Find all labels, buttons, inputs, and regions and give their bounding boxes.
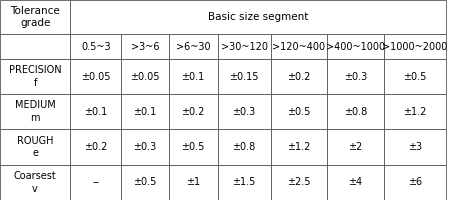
Bar xyxy=(70,59,121,94)
Text: ±0.05: ±0.05 xyxy=(130,72,160,82)
Text: ±0.5: ±0.5 xyxy=(287,107,310,117)
Text: ±0.15: ±0.15 xyxy=(229,72,259,82)
Bar xyxy=(218,129,271,165)
Bar xyxy=(218,165,271,200)
Text: >30~120: >30~120 xyxy=(220,42,268,51)
Text: ±3: ±3 xyxy=(408,142,422,152)
Bar xyxy=(0,165,70,200)
Text: Tolerance
grade: Tolerance grade xyxy=(10,6,60,28)
Text: ±0.5: ±0.5 xyxy=(403,72,427,82)
Bar xyxy=(218,94,271,129)
Text: ±0.5: ±0.5 xyxy=(133,177,157,187)
Bar xyxy=(169,34,218,59)
Text: >120~400: >120~400 xyxy=(272,42,325,51)
Text: Coarsest
v: Coarsest v xyxy=(14,171,56,194)
Bar xyxy=(0,129,70,165)
Text: >6~30: >6~30 xyxy=(176,42,210,51)
Text: ±2.5: ±2.5 xyxy=(287,177,310,187)
Bar xyxy=(384,165,446,200)
Text: PRECISION
f: PRECISION f xyxy=(9,65,62,88)
Text: ±1: ±1 xyxy=(186,177,200,187)
Text: >1000~2000: >1000~2000 xyxy=(383,42,447,51)
Bar xyxy=(384,94,446,129)
Bar xyxy=(121,165,169,200)
Bar xyxy=(169,165,218,200)
Bar xyxy=(0,94,70,129)
Text: >400~1000: >400~1000 xyxy=(326,42,385,51)
Bar xyxy=(271,94,327,129)
Text: ±0.3: ±0.3 xyxy=(344,72,367,82)
Text: ±0.2: ±0.2 xyxy=(84,142,108,152)
Text: Basic size segment: Basic size segment xyxy=(208,12,308,22)
Bar xyxy=(384,59,446,94)
Text: ±6: ±6 xyxy=(408,177,422,187)
Bar xyxy=(70,165,121,200)
Bar xyxy=(327,165,384,200)
Text: ±0.3: ±0.3 xyxy=(232,107,256,117)
Text: ±2: ±2 xyxy=(348,142,363,152)
Bar xyxy=(0,34,70,59)
Text: ±0.5: ±0.5 xyxy=(182,142,205,152)
Bar xyxy=(121,59,169,94)
Text: ±0.1: ±0.1 xyxy=(182,72,205,82)
Text: ±0.3: ±0.3 xyxy=(133,142,157,152)
Bar xyxy=(271,34,327,59)
Text: ±1.2: ±1.2 xyxy=(403,107,427,117)
Text: ±0.8: ±0.8 xyxy=(344,107,367,117)
Bar xyxy=(271,59,327,94)
Bar xyxy=(169,94,218,129)
Bar xyxy=(384,34,446,59)
Bar xyxy=(327,34,384,59)
Bar xyxy=(327,59,384,94)
Text: >3~6: >3~6 xyxy=(131,42,159,51)
Text: ±1.2: ±1.2 xyxy=(287,142,310,152)
Text: ±0.05: ±0.05 xyxy=(81,72,110,82)
Text: MEDIUM
m: MEDIUM m xyxy=(15,100,55,123)
Bar xyxy=(0,0,70,34)
Bar xyxy=(0,59,70,94)
Bar xyxy=(169,129,218,165)
Bar xyxy=(327,129,384,165)
Text: ±0.8: ±0.8 xyxy=(232,142,256,152)
Text: ±0.2: ±0.2 xyxy=(287,72,310,82)
Bar xyxy=(121,34,169,59)
Bar xyxy=(218,34,271,59)
Bar xyxy=(327,94,384,129)
Bar xyxy=(70,0,446,34)
Bar xyxy=(121,129,169,165)
Text: ROUGH
e: ROUGH e xyxy=(17,136,54,158)
Text: 0.5~3: 0.5~3 xyxy=(81,42,110,51)
Text: ±4: ±4 xyxy=(348,177,363,187)
Bar xyxy=(169,59,218,94)
Bar xyxy=(70,34,121,59)
Bar xyxy=(271,129,327,165)
Bar xyxy=(218,59,271,94)
Text: ±0.1: ±0.1 xyxy=(133,107,157,117)
Text: ±0.1: ±0.1 xyxy=(84,107,108,117)
Bar xyxy=(70,94,121,129)
Bar xyxy=(70,129,121,165)
Text: ±0.2: ±0.2 xyxy=(182,107,205,117)
Bar xyxy=(121,94,169,129)
Text: --: -- xyxy=(92,177,99,187)
Bar xyxy=(384,129,446,165)
Text: ±1.5: ±1.5 xyxy=(232,177,256,187)
Bar xyxy=(271,165,327,200)
